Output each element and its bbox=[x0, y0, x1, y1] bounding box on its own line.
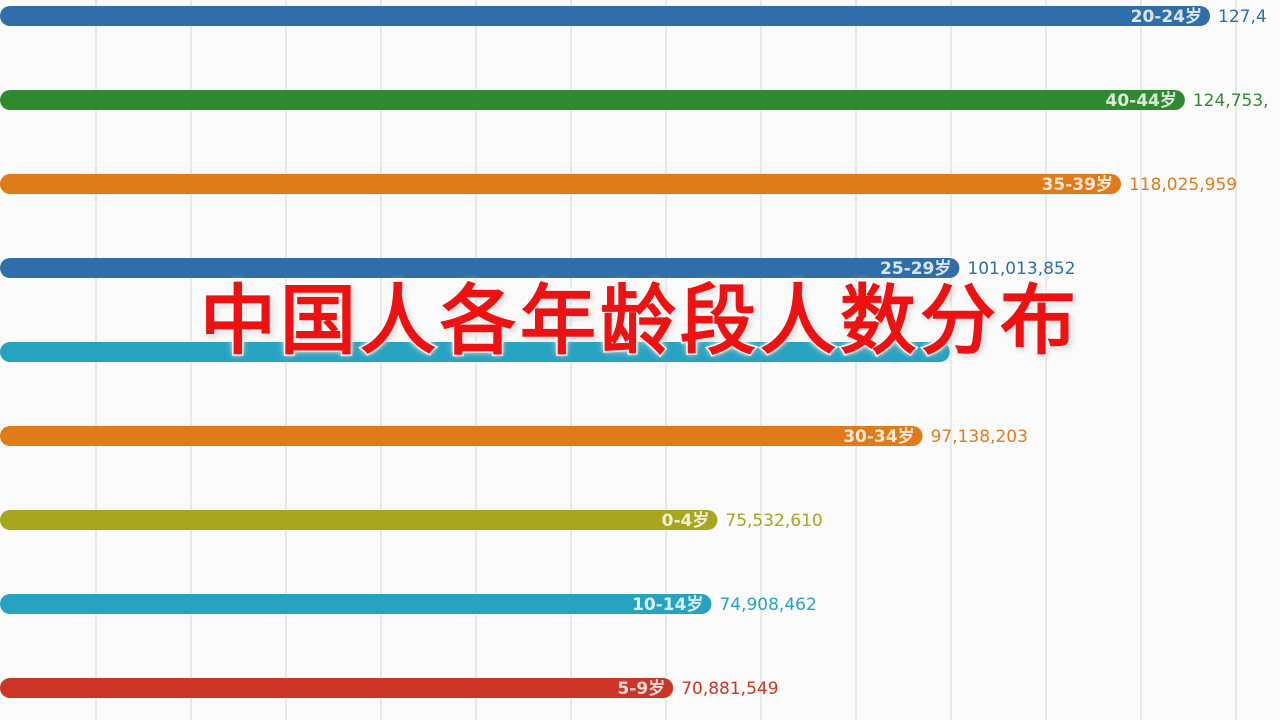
bar-group: 40-44岁 124,753, bbox=[0, 90, 1269, 111]
bar-category-label: 40-44岁 bbox=[1105, 90, 1176, 111]
bar bbox=[0, 426, 923, 446]
bar-category-label: 35-39岁 bbox=[1042, 174, 1113, 195]
chart-title: 中国人各年龄段人数分布 bbox=[199, 275, 1080, 367]
bar bbox=[0, 90, 1185, 110]
bar-category-label: 20-24岁 bbox=[1131, 6, 1202, 27]
bar-value-label: 118,025,959 bbox=[1129, 175, 1237, 195]
bar bbox=[0, 342, 950, 362]
bar bbox=[0, 6, 1210, 26]
bar bbox=[0, 594, 712, 614]
bar-group: 5-9岁 70,881,549 bbox=[0, 678, 779, 699]
bar bbox=[0, 174, 1121, 194]
bar-group: 25-29岁 101,013,852 bbox=[0, 258, 1076, 279]
bar-value-label: 124,753, bbox=[1193, 91, 1269, 111]
bar-value-label: 70,881,549 bbox=[681, 679, 778, 699]
bar-group: 20-24岁 127,4 bbox=[0, 6, 1267, 27]
bar-category-label: 25-29岁 bbox=[880, 258, 951, 279]
bar-category-label: 30-34岁 bbox=[843, 426, 914, 447]
bar-group: 0-4岁 75,532,610 bbox=[0, 510, 823, 531]
bar-category-label: 10-14岁 bbox=[632, 594, 703, 615]
bar-group bbox=[0, 342, 950, 362]
bar bbox=[0, 510, 718, 530]
bar-value-label: 127,4 bbox=[1218, 7, 1267, 27]
bar-group: 10-14岁 74,908,462 bbox=[0, 594, 817, 615]
bar-group: 35-39岁 118,025,959 bbox=[0, 174, 1237, 195]
bar bbox=[0, 258, 960, 278]
bar-value-label: 75,532,610 bbox=[725, 511, 822, 531]
bar-category-label: 5-9岁 bbox=[617, 678, 665, 699]
bar bbox=[0, 678, 674, 698]
bar-value-label: 74,908,462 bbox=[719, 595, 816, 615]
bar-category-label: 0-4岁 bbox=[662, 510, 710, 531]
bar-value-label: 101,013,852 bbox=[967, 259, 1075, 279]
bar-value-label: 97,138,203 bbox=[931, 427, 1028, 447]
bar-group: 30-34岁 97,138,203 bbox=[0, 426, 1028, 447]
